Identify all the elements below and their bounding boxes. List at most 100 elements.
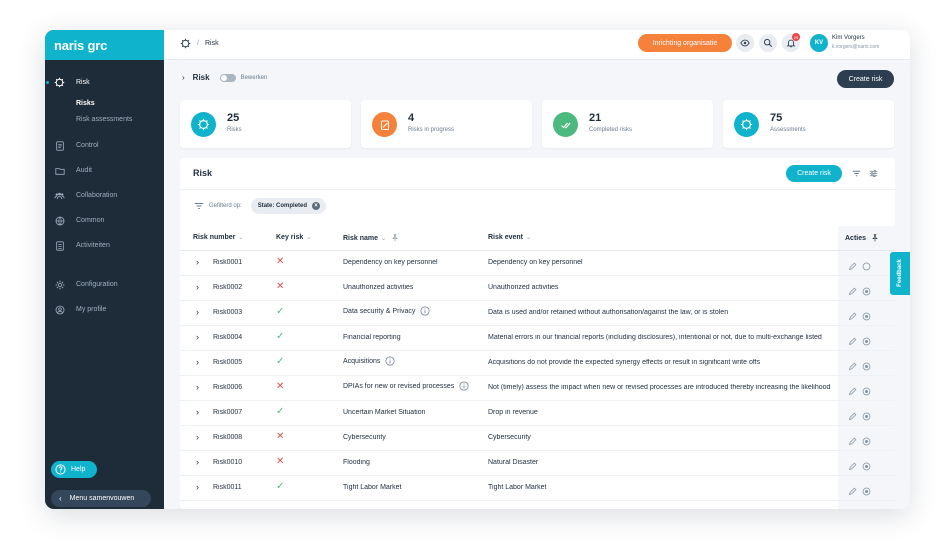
edit-icon[interactable]	[848, 458, 857, 471]
organisation-setup-button[interactable]: Inrichting organisatie	[638, 34, 732, 52]
edit-icon[interactable]	[848, 408, 857, 421]
close-icon[interactable]: ×	[312, 202, 321, 210]
chevron-right-icon[interactable]: ›	[196, 257, 199, 267]
status-icon[interactable]	[862, 433, 871, 446]
column-risk-event[interactable]: Risk event ⌄	[488, 234, 531, 241]
stat-card-completed-risks[interactable]: 21 Completed risks	[542, 100, 713, 148]
sidebar-item-risk[interactable]: Risk	[45, 70, 164, 95]
brand-logo[interactable]: naris grc	[45, 30, 164, 60]
chevron-right-icon[interactable]: ›	[196, 332, 199, 342]
stat-card-risks[interactable]: 25 Risks	[180, 100, 351, 148]
column-risk-name[interactable]: Risk name ⌄	[343, 234, 399, 242]
stat-card-risks-in-progress[interactable]: 4 Risks in progress	[361, 100, 532, 148]
table-row[interactable]: › Risk0010 ✕ Flooding Natural Disaster	[180, 451, 895, 476]
help-button[interactable]: Help	[51, 461, 98, 478]
status-icon[interactable]	[862, 283, 871, 296]
edit-icon[interactable]	[848, 308, 857, 321]
sidebar-subitem-risk-assessments[interactable]: Risk assessments	[76, 115, 133, 123]
edit-icon[interactable]	[848, 283, 857, 296]
status-icon[interactable]	[862, 408, 871, 421]
sidebar-subitem-risks[interactable]: Risks	[76, 99, 95, 107]
chevron-right-icon[interactable]: ›	[196, 457, 199, 467]
table-row[interactable]: › Risk0007 ✓ Uncertain Market Situation Drop…	[180, 401, 895, 426]
cross-icon: ✕	[276, 456, 285, 467]
status-icon[interactable]	[862, 383, 871, 396]
chevron-right-icon[interactable]: ›	[196, 357, 199, 367]
column-label: Risk event	[488, 234, 524, 241]
column-actions: Acties	[845, 234, 879, 242]
view-button[interactable]	[736, 34, 754, 52]
edit-icon[interactable]	[848, 333, 857, 346]
risk-icon[interactable]	[180, 38, 191, 49]
table-row[interactable]: › Risk0003 ✓ Data security & Privacy Data is…	[180, 301, 895, 326]
sidebar-item-my-profile[interactable]: My profile	[45, 297, 164, 322]
risk-event: Drop in revenue	[488, 409, 538, 416]
filter-chip[interactable]: State: Completed ×	[250, 198, 327, 214]
feedback-tab[interactable]: Feedback	[890, 252, 910, 295]
progress-icon	[372, 112, 397, 137]
chevron-right-icon[interactable]: ›	[196, 282, 199, 292]
sort-icon[interactable]: ⌄	[306, 235, 312, 241]
pin-icon[interactable]	[391, 234, 399, 242]
info-icon[interactable]	[385, 356, 395, 366]
sidebar-item-common[interactable]: Common	[45, 208, 164, 233]
chevron-right-icon[interactable]: ›	[196, 382, 199, 392]
column-label: Acties	[845, 234, 867, 242]
table-row[interactable]: › Risk0011 ✓ Tight Labor Market Tight Labor …	[180, 476, 895, 501]
collapse-menu-button[interactable]: ‹ Menu samenvouwen	[51, 490, 151, 507]
status-icon[interactable]	[862, 358, 871, 371]
status-icon[interactable]	[862, 458, 871, 471]
edit-icon[interactable]	[848, 358, 857, 371]
chevron-right-icon[interactable]: ›	[196, 307, 199, 317]
pin-icon[interactable]	[871, 234, 879, 242]
chevron-right-icon[interactable]: ›	[196, 407, 199, 417]
create-risk-button-top[interactable]: Create risk	[837, 70, 894, 88]
sidebar-item-control[interactable]: Control	[45, 133, 164, 158]
sidebar-nav: Risk Risks Risk assessments Control Audit Col…	[45, 70, 164, 322]
column-risk-number[interactable]: Risk number ⌄	[193, 234, 243, 241]
table-row[interactable]: › Risk0002 ✕ Unauthorized activities Unautho…	[180, 276, 895, 301]
table-row[interactable]: › Risk0004 ✓ Financial reporting Material er…	[180, 326, 895, 351]
column-key-risk[interactable]: Key risk ⌄	[276, 234, 311, 241]
edit-toggle[interactable]	[219, 73, 236, 82]
sidebar-item-collaboration[interactable]: Collaboration	[45, 183, 164, 208]
status-icon[interactable]	[862, 333, 871, 346]
sort-icon[interactable]: ⌄	[238, 235, 244, 241]
sidebar-item-configuration[interactable]: Configuration	[45, 272, 164, 297]
status-icon[interactable]	[862, 258, 871, 271]
info-icon[interactable]	[420, 306, 430, 316]
create-risk-button[interactable]: Create risk	[786, 165, 842, 182]
chevron-left-icon: ‹	[59, 494, 62, 503]
user-icon	[54, 304, 65, 315]
settings-sliders-icon[interactable]	[868, 168, 879, 179]
gear-icon	[54, 279, 65, 290]
edit-icon[interactable]	[848, 258, 857, 271]
table-row[interactable]: › Risk0005 ✓ Acquisitions Acquisitions do no…	[180, 351, 895, 376]
edit-icon[interactable]	[848, 433, 857, 446]
chevron-right-icon[interactable]: ›	[182, 73, 185, 82]
breadcrumb: / Risk	[180, 38, 219, 49]
table-row[interactable]: › Risk0001 ✕ Dependency on key personnel Dep…	[180, 251, 895, 276]
chevron-right-icon[interactable]: ›	[196, 432, 199, 442]
table-row[interactable]: › Risk0008 ✕ Cybersecurity Cybersecurity	[180, 426, 895, 451]
stat-card-assessments[interactable]: 75 Assessments	[723, 100, 894, 148]
breadcrumb-current[interactable]: Risk	[204, 40, 219, 47]
active-indicator	[46, 81, 49, 84]
sort-icon[interactable]: ⌄	[381, 235, 387, 242]
status-icon[interactable]	[862, 308, 871, 321]
edit-icon[interactable]	[848, 483, 857, 496]
chevron-right-icon[interactable]: ›	[196, 482, 199, 492]
status-icon[interactable]	[862, 483, 871, 496]
table-row[interactable]: › Risk0006 ✕ DPIAs for new or revised proce…	[180, 376, 895, 401]
sidebar-item-activiteiten[interactable]: Activiteiten	[45, 233, 164, 258]
filter-icon[interactable]	[851, 168, 862, 179]
sidebar-item-audit[interactable]: Audit	[45, 158, 164, 183]
sort-icon[interactable]: ⌄	[526, 235, 532, 241]
search-icon	[763, 38, 773, 48]
edit-icon[interactable]	[848, 383, 857, 396]
stat-value: 25	[227, 112, 240, 124]
info-icon[interactable]	[459, 381, 469, 391]
main-content: › Risk Bewerken Create risk 25 Risks 4 Risk…	[164, 60, 910, 509]
avatar[interactable]: KV	[810, 34, 828, 52]
search-button[interactable]	[759, 34, 777, 52]
